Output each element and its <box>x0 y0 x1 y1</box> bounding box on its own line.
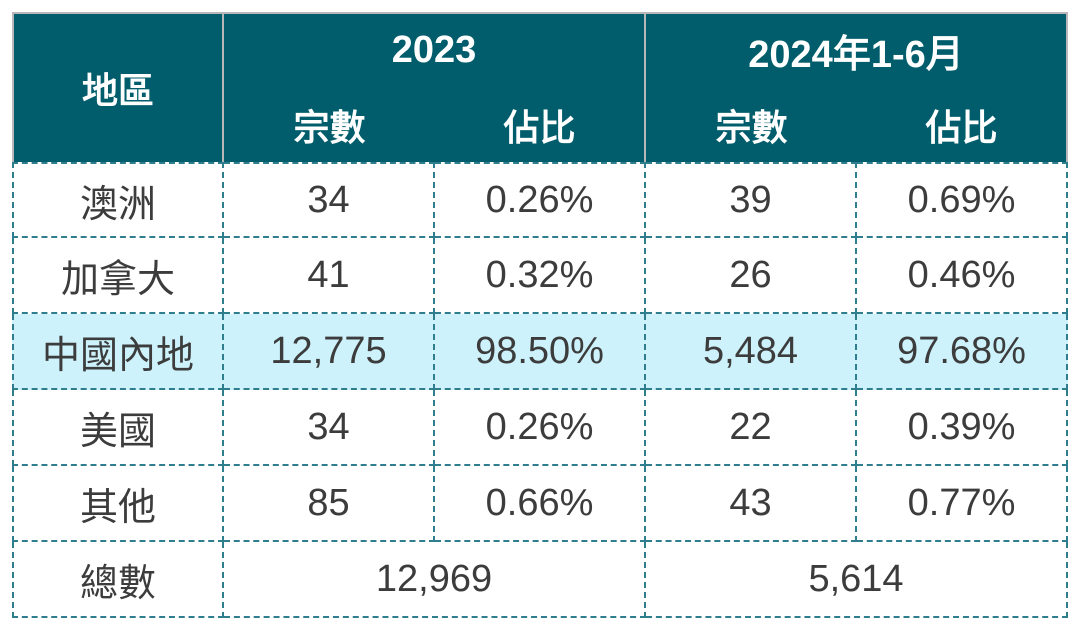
table-row-canada: 加拿大 41 0.32% 26 0.46% <box>12 238 1069 314</box>
cell-2023-pct: 0.26% <box>435 162 647 238</box>
cell-2024-pct: 0.77% <box>857 466 1069 542</box>
cell-2023-pct: 0.66% <box>435 466 647 542</box>
cell-2024-pct: 97.68% <box>857 314 1069 390</box>
header-group-2023: 2023 <box>224 12 647 87</box>
table-row-australia: 澳洲 34 0.26% 39 0.69% <box>12 162 1069 238</box>
subheader-2024-pct: 佔比 <box>857 87 1069 162</box>
cell-2023-pct: 0.32% <box>435 238 647 314</box>
total-label: 總數 <box>12 542 224 618</box>
header-group-2024: 2024年1-6月 <box>646 12 1069 87</box>
subheader-2023-count: 宗數 <box>224 87 435 162</box>
cell-2024-count: 39 <box>646 162 858 238</box>
region-label: 中國內地 <box>12 314 224 390</box>
cell-2023-pct: 98.50% <box>435 314 647 390</box>
cell-2023-count: 34 <box>224 390 435 466</box>
region-label: 美國 <box>12 390 224 466</box>
region-stats-table: 地區 2023 2024年1-6月 宗數 佔比 宗數 佔比 澳洲 34 0.26… <box>12 12 1069 618</box>
cell-2023-pct: 0.26% <box>435 390 647 466</box>
table-row-total: 總數 12,969 5,614 <box>12 542 1069 618</box>
region-label: 澳洲 <box>12 162 224 238</box>
table-body: 澳洲 34 0.26% 39 0.69% 加拿大 41 0.32% 26 0.4… <box>12 162 1069 618</box>
cell-2023-count: 12,775 <box>224 314 435 390</box>
header-sub-row: 宗數 佔比 宗數 佔比 <box>12 87 1069 162</box>
cell-2024-pct: 0.46% <box>857 238 1069 314</box>
cell-2024-count: 43 <box>646 466 858 542</box>
total-2024: 5,614 <box>646 542 1069 618</box>
cell-2024-count: 5,484 <box>646 314 858 390</box>
header-group-row: 地區 2023 2024年1-6月 <box>12 12 1069 162</box>
cell-2024-pct: 0.69% <box>857 162 1069 238</box>
cell-2023-count: 34 <box>224 162 435 238</box>
cell-2023-count: 85 <box>224 466 435 542</box>
table-header: 地區 2023 2024年1-6月 宗數 佔比 宗數 佔比 <box>12 12 1069 162</box>
subheader-2023-pct: 佔比 <box>435 87 647 162</box>
cell-2023-count: 41 <box>224 238 435 314</box>
table-row-mainland-china: 中國內地 12,775 98.50% 5,484 97.68% <box>12 314 1069 390</box>
region-label: 其他 <box>12 466 224 542</box>
table-row-usa: 美國 34 0.26% 22 0.39% <box>12 390 1069 466</box>
cell-2024-count: 22 <box>646 390 858 466</box>
total-2023: 12,969 <box>224 542 647 618</box>
header-region: 地區 <box>12 12 224 162</box>
table-row-others: 其他 85 0.66% 43 0.77% <box>12 466 1069 542</box>
subheader-2024-count: 宗數 <box>646 87 858 162</box>
cell-2024-count: 26 <box>646 238 858 314</box>
cell-2024-pct: 0.39% <box>857 390 1069 466</box>
region-label: 加拿大 <box>12 238 224 314</box>
